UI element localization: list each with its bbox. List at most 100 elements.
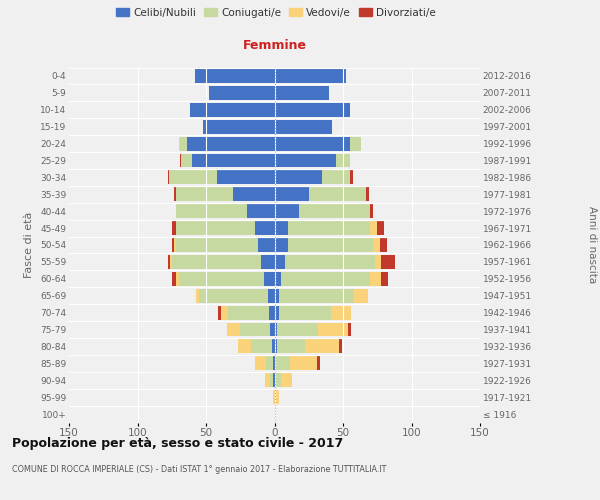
Text: Popolazione per età, sesso e stato civile - 2017: Popolazione per età, sesso e stato civil… — [12, 438, 343, 450]
Bar — [172, 238, 175, 252]
Bar — [331, 306, 351, 320]
Bar — [172, 272, 176, 285]
Bar — [193, 154, 275, 168]
Bar — [281, 374, 292, 387]
Bar — [172, 255, 261, 269]
Bar — [256, 221, 275, 235]
Bar — [167, 170, 169, 184]
Bar — [251, 340, 272, 353]
Bar — [373, 238, 380, 252]
Bar — [176, 238, 258, 252]
Bar — [366, 188, 369, 201]
Bar — [281, 272, 370, 285]
Y-axis label: Fasce di età: Fasce di età — [25, 212, 34, 278]
Bar — [276, 356, 290, 370]
Bar — [266, 356, 273, 370]
Bar — [309, 188, 366, 201]
Bar — [176, 272, 179, 285]
Bar — [247, 204, 275, 218]
Bar — [273, 374, 275, 387]
Bar — [277, 322, 319, 336]
Bar — [275, 255, 286, 269]
Bar — [181, 154, 193, 168]
Bar — [240, 322, 271, 336]
Bar — [288, 238, 373, 252]
Legend: Celibi/Nubili, Coniugati/e, Vedovi/e, Divorziati/e: Celibi/Nubili, Coniugati/e, Vedovi/e, Di… — [116, 8, 436, 18]
Bar — [370, 204, 373, 218]
Bar — [305, 340, 339, 353]
Bar — [275, 154, 336, 168]
Bar — [175, 238, 176, 252]
Bar — [209, 86, 275, 100]
Bar — [377, 221, 384, 235]
Bar — [179, 272, 263, 285]
Bar — [273, 356, 275, 370]
Bar — [273, 390, 275, 404]
Bar — [275, 136, 350, 150]
Bar — [227, 322, 240, 336]
Bar — [195, 69, 275, 83]
Bar — [221, 306, 228, 320]
Bar — [238, 340, 251, 353]
Bar — [275, 238, 288, 252]
Bar — [233, 188, 275, 201]
Bar — [374, 255, 382, 269]
Bar — [380, 238, 387, 252]
Bar — [276, 390, 278, 404]
Bar — [275, 86, 329, 100]
Bar — [203, 120, 275, 134]
Bar — [382, 255, 395, 269]
Bar — [169, 170, 217, 184]
Bar — [275, 170, 322, 184]
Bar — [339, 340, 341, 353]
Bar — [258, 238, 275, 252]
Bar — [370, 221, 377, 235]
Bar — [275, 322, 277, 336]
Bar — [190, 103, 275, 117]
Bar — [269, 306, 275, 320]
Bar — [350, 136, 361, 150]
Bar — [299, 204, 370, 218]
Bar — [176, 221, 256, 235]
Bar — [275, 120, 332, 134]
Bar — [370, 272, 382, 285]
Bar — [170, 255, 172, 269]
Bar — [336, 154, 350, 168]
Bar — [322, 170, 350, 184]
Bar — [277, 340, 305, 353]
Bar — [275, 204, 299, 218]
Bar — [349, 322, 351, 336]
Bar — [176, 188, 233, 201]
Bar — [175, 188, 176, 201]
Bar — [275, 374, 281, 387]
Bar — [275, 407, 276, 421]
Bar — [275, 340, 277, 353]
Bar — [180, 136, 187, 150]
Bar — [167, 255, 170, 269]
Bar — [275, 390, 276, 404]
Bar — [286, 255, 374, 269]
Bar — [176, 204, 247, 218]
Bar — [275, 272, 281, 285]
Bar — [217, 170, 275, 184]
Bar — [272, 340, 275, 353]
Bar — [275, 356, 276, 370]
Bar — [199, 289, 268, 302]
Text: Anni di nascita: Anni di nascita — [587, 206, 597, 284]
Bar — [268, 289, 275, 302]
Bar — [271, 374, 273, 387]
Text: COMUNE DI ROCCA IMPERIALE (CS) - Dati ISTAT 1° gennaio 2017 - Elaborazione TUTTI: COMUNE DI ROCCA IMPERIALE (CS) - Dati IS… — [12, 465, 386, 474]
Bar — [172, 221, 176, 235]
Bar — [319, 322, 349, 336]
Bar — [256, 356, 266, 370]
Bar — [275, 188, 309, 201]
Bar — [275, 69, 346, 83]
Bar — [382, 272, 388, 285]
Bar — [290, 356, 317, 370]
Bar — [263, 272, 275, 285]
Bar — [196, 289, 199, 302]
Bar — [187, 136, 275, 150]
Bar — [278, 306, 331, 320]
Text: Femmine: Femmine — [242, 38, 307, 52]
Bar — [278, 289, 354, 302]
